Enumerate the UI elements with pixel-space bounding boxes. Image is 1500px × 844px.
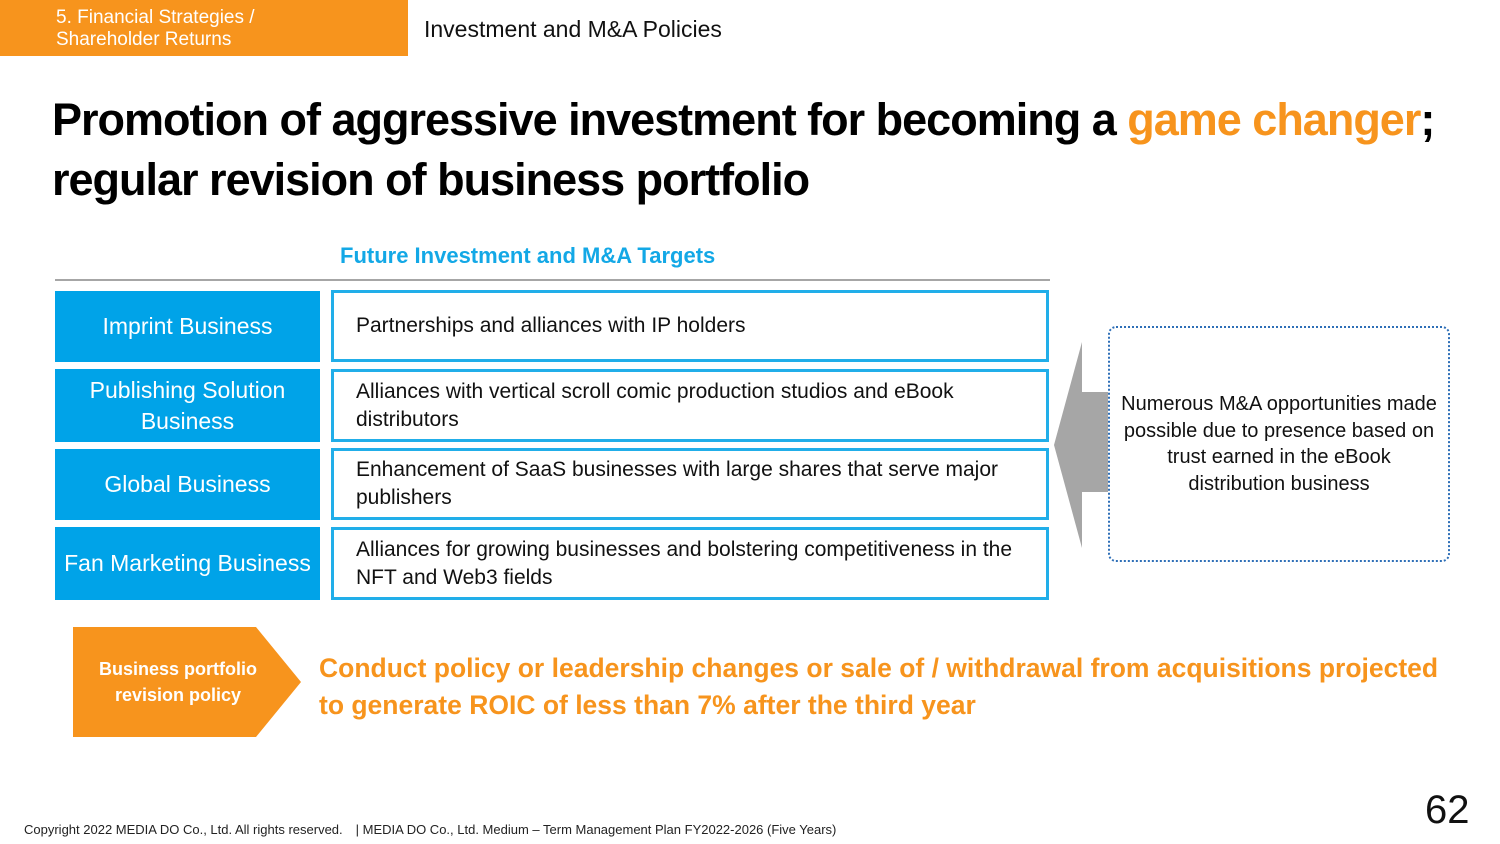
- title-highlight: game changer: [1127, 94, 1421, 145]
- title-part1: Promotion of aggressive investment for b…: [52, 94, 1128, 145]
- subsection-title: Investment and M&A Policies: [424, 16, 722, 42]
- ma-opportunities-box: Numerous M&A opportunities made possible…: [1108, 326, 1450, 562]
- page-number: 62: [1425, 788, 1470, 832]
- business-label-publishing-solution: Publishing Solution Business: [55, 369, 320, 442]
- business-label-imprint: Imprint Business: [55, 291, 320, 362]
- target-desc-publishing-solution: Alliances with vertical scroll comic pro…: [331, 369, 1049, 442]
- left-arrow-icon: [1054, 342, 1110, 548]
- policy-arrow-icon: [73, 627, 301, 737]
- policy-label: Business portfolio revision policy: [98, 659, 257, 705]
- page-title: Promotion of aggressive investment for b…: [52, 90, 1452, 210]
- section-tab: 5. Financial Strategies / Shareholder Re…: [0, 0, 408, 56]
- business-label-fan-marketing: Fan Marketing Business: [55, 527, 320, 600]
- section-tab-line2: Shareholder Returns: [56, 29, 232, 50]
- ma-opportunities-line1: Numerous M&A opportunities made possible…: [1121, 393, 1437, 468]
- target-desc-global: Enhancement of SaaS businesses with larg…: [331, 448, 1049, 520]
- target-desc-fan-marketing: Alliances for growing businesses and bol…: [331, 527, 1049, 600]
- section-tab-line1: 5. Financial Strategies /: [56, 7, 255, 28]
- policy-text: Conduct policy or leadership changes or …: [319, 653, 1439, 720]
- business-label-global: Global Business: [55, 449, 320, 520]
- targets-title: Future Investment and M&A Targets: [340, 243, 716, 268]
- target-desc-imprint: Partnerships and alliances with IP holde…: [331, 290, 1049, 362]
- footer-copyright: Copyright 2022 MEDIA DO Co., Ltd. All ri…: [24, 822, 837, 837]
- title-part2: ; regular revision of business portfolio: [52, 94, 1435, 205]
- title-divider: [55, 279, 1050, 281]
- ma-opportunities-line2: distribution business: [1188, 472, 1370, 495]
